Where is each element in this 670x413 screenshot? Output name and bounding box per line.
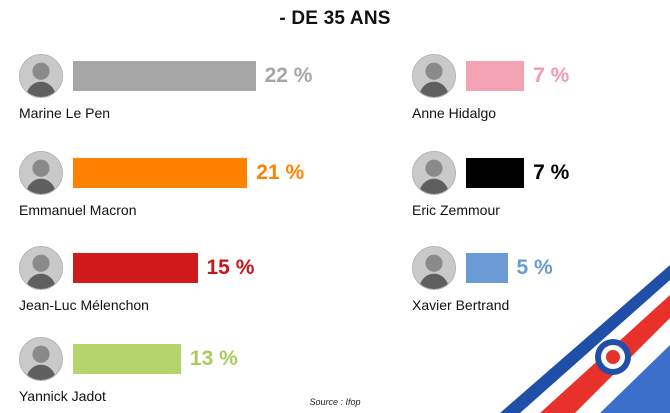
value-label-eric-zemmour: 7 % [533,161,570,184]
avatar-xavier-bertrand [412,246,456,290]
decor-stripe-blue [500,265,670,413]
candidate-name-anne-hidalgo: Anne Hidalgo [412,105,497,121]
candidate-name-marine-le-pen: Marine Le Pen [19,105,111,121]
value-label-jean-luc-melenchon: 15 % [206,256,255,279]
candidate-name-emmanuel-macron: Emmanuel Macron [19,202,137,218]
source-note: Source : Ifop [309,397,361,407]
avatar-emmanuel-macron [19,151,63,195]
chart-title: - DE 35 ANS [279,8,391,29]
bar-yannick-jadot [73,344,181,374]
value-label-anne-hidalgo: 7 % [533,64,570,87]
candidate-name-yannick-jadot: Yannick Jadot [19,388,106,404]
bar-eric-zemmour [466,158,525,188]
avatar-jean-luc-melenchon [19,246,63,290]
bar-marine-le-pen [73,61,256,91]
decor-stripe-blue-light [600,345,670,413]
bar-anne-hidalgo [466,61,525,91]
bar-jean-luc-melenchon [73,253,198,283]
candidate-name-eric-zemmour: Eric Zemmour [412,202,500,218]
bar-xavier-bertrand [466,253,508,283]
avatar-eric-zemmour [412,151,456,195]
candidate-name-jean-luc-melenchon: Jean-Luc Mélenchon [19,297,149,313]
value-label-yannick-jadot: 13 % [189,347,238,370]
decor-ring-inner [606,350,620,364]
bar-emmanuel-macron [73,158,248,188]
avatar-yannick-jadot [19,337,63,381]
avatar-marine-le-pen [19,54,63,98]
candidate-name-xavier-bertrand: Xavier Bertrand [412,297,510,313]
avatar-anne-hidalgo [412,54,456,98]
value-label-emmanuel-macron: 21 % [256,161,305,184]
value-label-marine-le-pen: 22 % [264,64,313,87]
value-label-xavier-bertrand: 5 % [516,256,553,279]
